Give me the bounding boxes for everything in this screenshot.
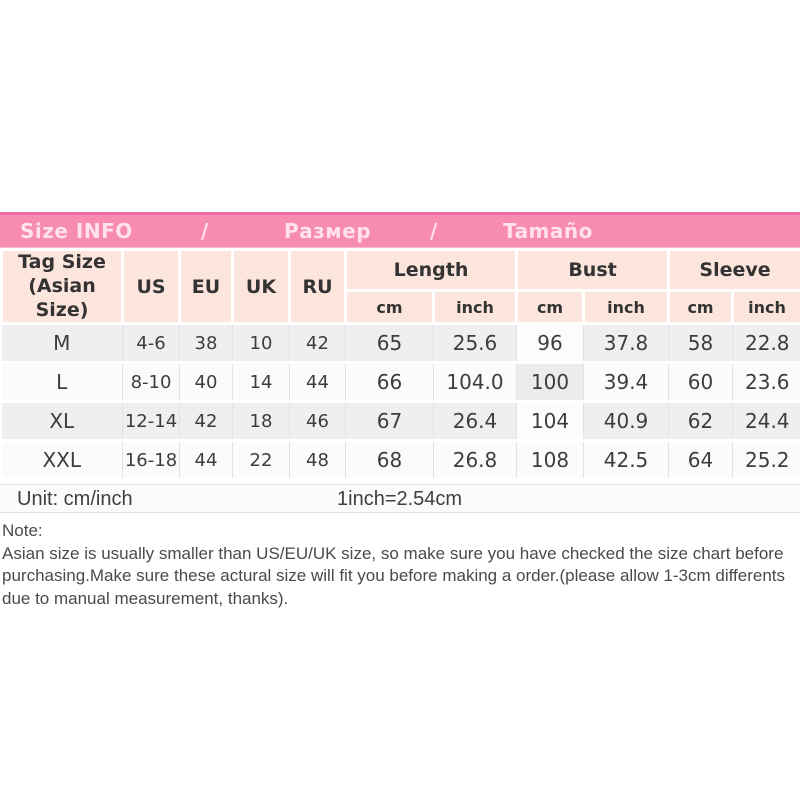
note-body: Asian size is usually smaller than US/EU… — [2, 543, 786, 608]
cell-ru: 46 — [289, 400, 346, 443]
unit-label: Unit: cm/inch — [17, 488, 133, 511]
table-row-xxl: XXL 16-18 44 22 48 68 26.8 108 42.5 64 2… — [1, 439, 800, 482]
col-header-ru: RU — [288, 247, 347, 326]
table-body: M 4-6 38 10 42 65 25.6 96 37.8 58 22.8 L… — [1, 322, 800, 482]
cell-length-cm: 65 — [345, 322, 434, 365]
subheader-sleeve-inch: inch — [731, 289, 800, 326]
cell-tag: XL — [1, 400, 123, 443]
subheader-sleeve-cm: cm — [667, 289, 735, 326]
subheader-length-inch: inch — [431, 289, 519, 326]
title-tamano: Tamaño — [503, 219, 593, 243]
cell-length-inch: 26.4 — [432, 400, 517, 443]
col-header-uk: UK — [231, 247, 291, 326]
cell-bust-cm: 108 — [516, 439, 584, 482]
size-chart-table: Tag Size (Asian Size) US EU UK RU Length… — [0, 247, 800, 482]
cell-eu: 44 — [179, 439, 233, 482]
group-header-length: Length — [343, 247, 519, 293]
cell-bust-inch: 39.4 — [583, 361, 669, 404]
cell-length-inch: 25.6 — [432, 322, 517, 365]
cell-us: 16-18 — [122, 439, 180, 482]
subheader-length-cm: cm — [344, 289, 435, 326]
cell-eu: 40 — [179, 361, 233, 404]
cell-sleeve-cm: 60 — [668, 361, 733, 404]
cell-sleeve-cm: 62 — [668, 400, 733, 443]
cell-bust-inch: 42.5 — [583, 439, 669, 482]
cell-bust-inch: 40.9 — [583, 400, 669, 443]
cell-sleeve-inch: 22.8 — [732, 322, 800, 365]
cell-tag: L — [1, 361, 123, 404]
title-razmer: Размер — [284, 219, 372, 243]
title-separator-1: / — [201, 219, 209, 243]
tag-size-line1: Tag Size — [18, 251, 106, 273]
cell-sleeve-inch: 23.6 — [732, 361, 800, 404]
cell-length-inch: 26.8 — [432, 439, 517, 482]
cell-bust-cm: 100 — [516, 361, 584, 404]
cell-length-cm: 68 — [345, 439, 434, 482]
table-row-m: M 4-6 38 10 42 65 25.6 96 37.8 58 22.8 — [1, 322, 800, 365]
cell-us: 8-10 — [122, 361, 180, 404]
title-bar: Size INFO / Размер / Tamaño — [0, 212, 800, 248]
unit-conversion: 1inch=2.54cm — [337, 488, 463, 511]
cell-sleeve-inch: 25.2 — [732, 439, 800, 482]
cell-eu: 42 — [179, 400, 233, 443]
group-header-bust: Bust — [515, 247, 671, 293]
col-header-tag-size: Tag Size (Asian Size) — [0, 247, 124, 326]
cell-uk: 22 — [232, 439, 290, 482]
tag-size-line2: (Asian Size) — [28, 274, 96, 321]
cell-bust-inch: 37.8 — [583, 322, 669, 365]
header-unit-row: cm inch cm inch cm inch — [2, 289, 800, 326]
cell-tag: XXL — [1, 439, 123, 482]
table-row-xl: XL 12-14 42 18 46 67 26.4 104 40.9 62 24… — [1, 400, 800, 443]
cell-sleeve-inch: 24.4 — [732, 400, 800, 443]
cell-ru: 44 — [289, 361, 346, 404]
col-header-us: US — [121, 247, 181, 326]
subheader-bust-inch: inch — [582, 289, 671, 326]
cell-uk: 14 — [232, 361, 290, 404]
unit-row: Unit: cm/inch 1inch=2.54cm — [0, 484, 800, 514]
col-header-eu: EU — [178, 247, 234, 326]
table-header: Tag Size (Asian Size) US EU UK RU Length… — [0, 247, 800, 326]
group-header-sleeve: Sleeve — [667, 247, 800, 293]
header-group-row: Tag Size (Asian Size) US EU UK RU Length… — [0, 247, 800, 326]
cell-uk: 10 — [232, 322, 290, 365]
cell-bust-cm: 96 — [516, 322, 584, 365]
cell-length-inch: 104.0 — [432, 361, 517, 404]
cell-length-cm: 66 — [345, 361, 434, 404]
subheader-bust-cm: cm — [515, 289, 586, 326]
cell-bust-cm: 104 — [516, 400, 584, 443]
table-row-l: L 8-10 40 14 44 66 104.0 100 39.4 60 23.… — [1, 361, 800, 404]
note-section: Note: Asian size is usually smaller than… — [0, 520, 800, 610]
size-chart-block: Size INFO / Размер / Tamaño Tag Size (As… — [0, 212, 800, 610]
cell-uk: 18 — [232, 400, 290, 443]
note-heading: Note: — [2, 521, 43, 541]
cell-ru: 48 — [289, 439, 346, 482]
cell-sleeve-cm: 64 — [668, 439, 733, 482]
cell-sleeve-cm: 58 — [668, 322, 733, 365]
cell-us: 4-6 — [122, 322, 180, 365]
cell-ru: 42 — [289, 322, 346, 365]
cell-length-cm: 67 — [345, 400, 434, 443]
title-size-info: Size INFO — [20, 219, 133, 243]
title-separator-2: / — [430, 219, 438, 243]
cell-tag: M — [1, 322, 123, 365]
cell-eu: 38 — [179, 322, 233, 365]
cell-us: 12-14 — [122, 400, 180, 443]
